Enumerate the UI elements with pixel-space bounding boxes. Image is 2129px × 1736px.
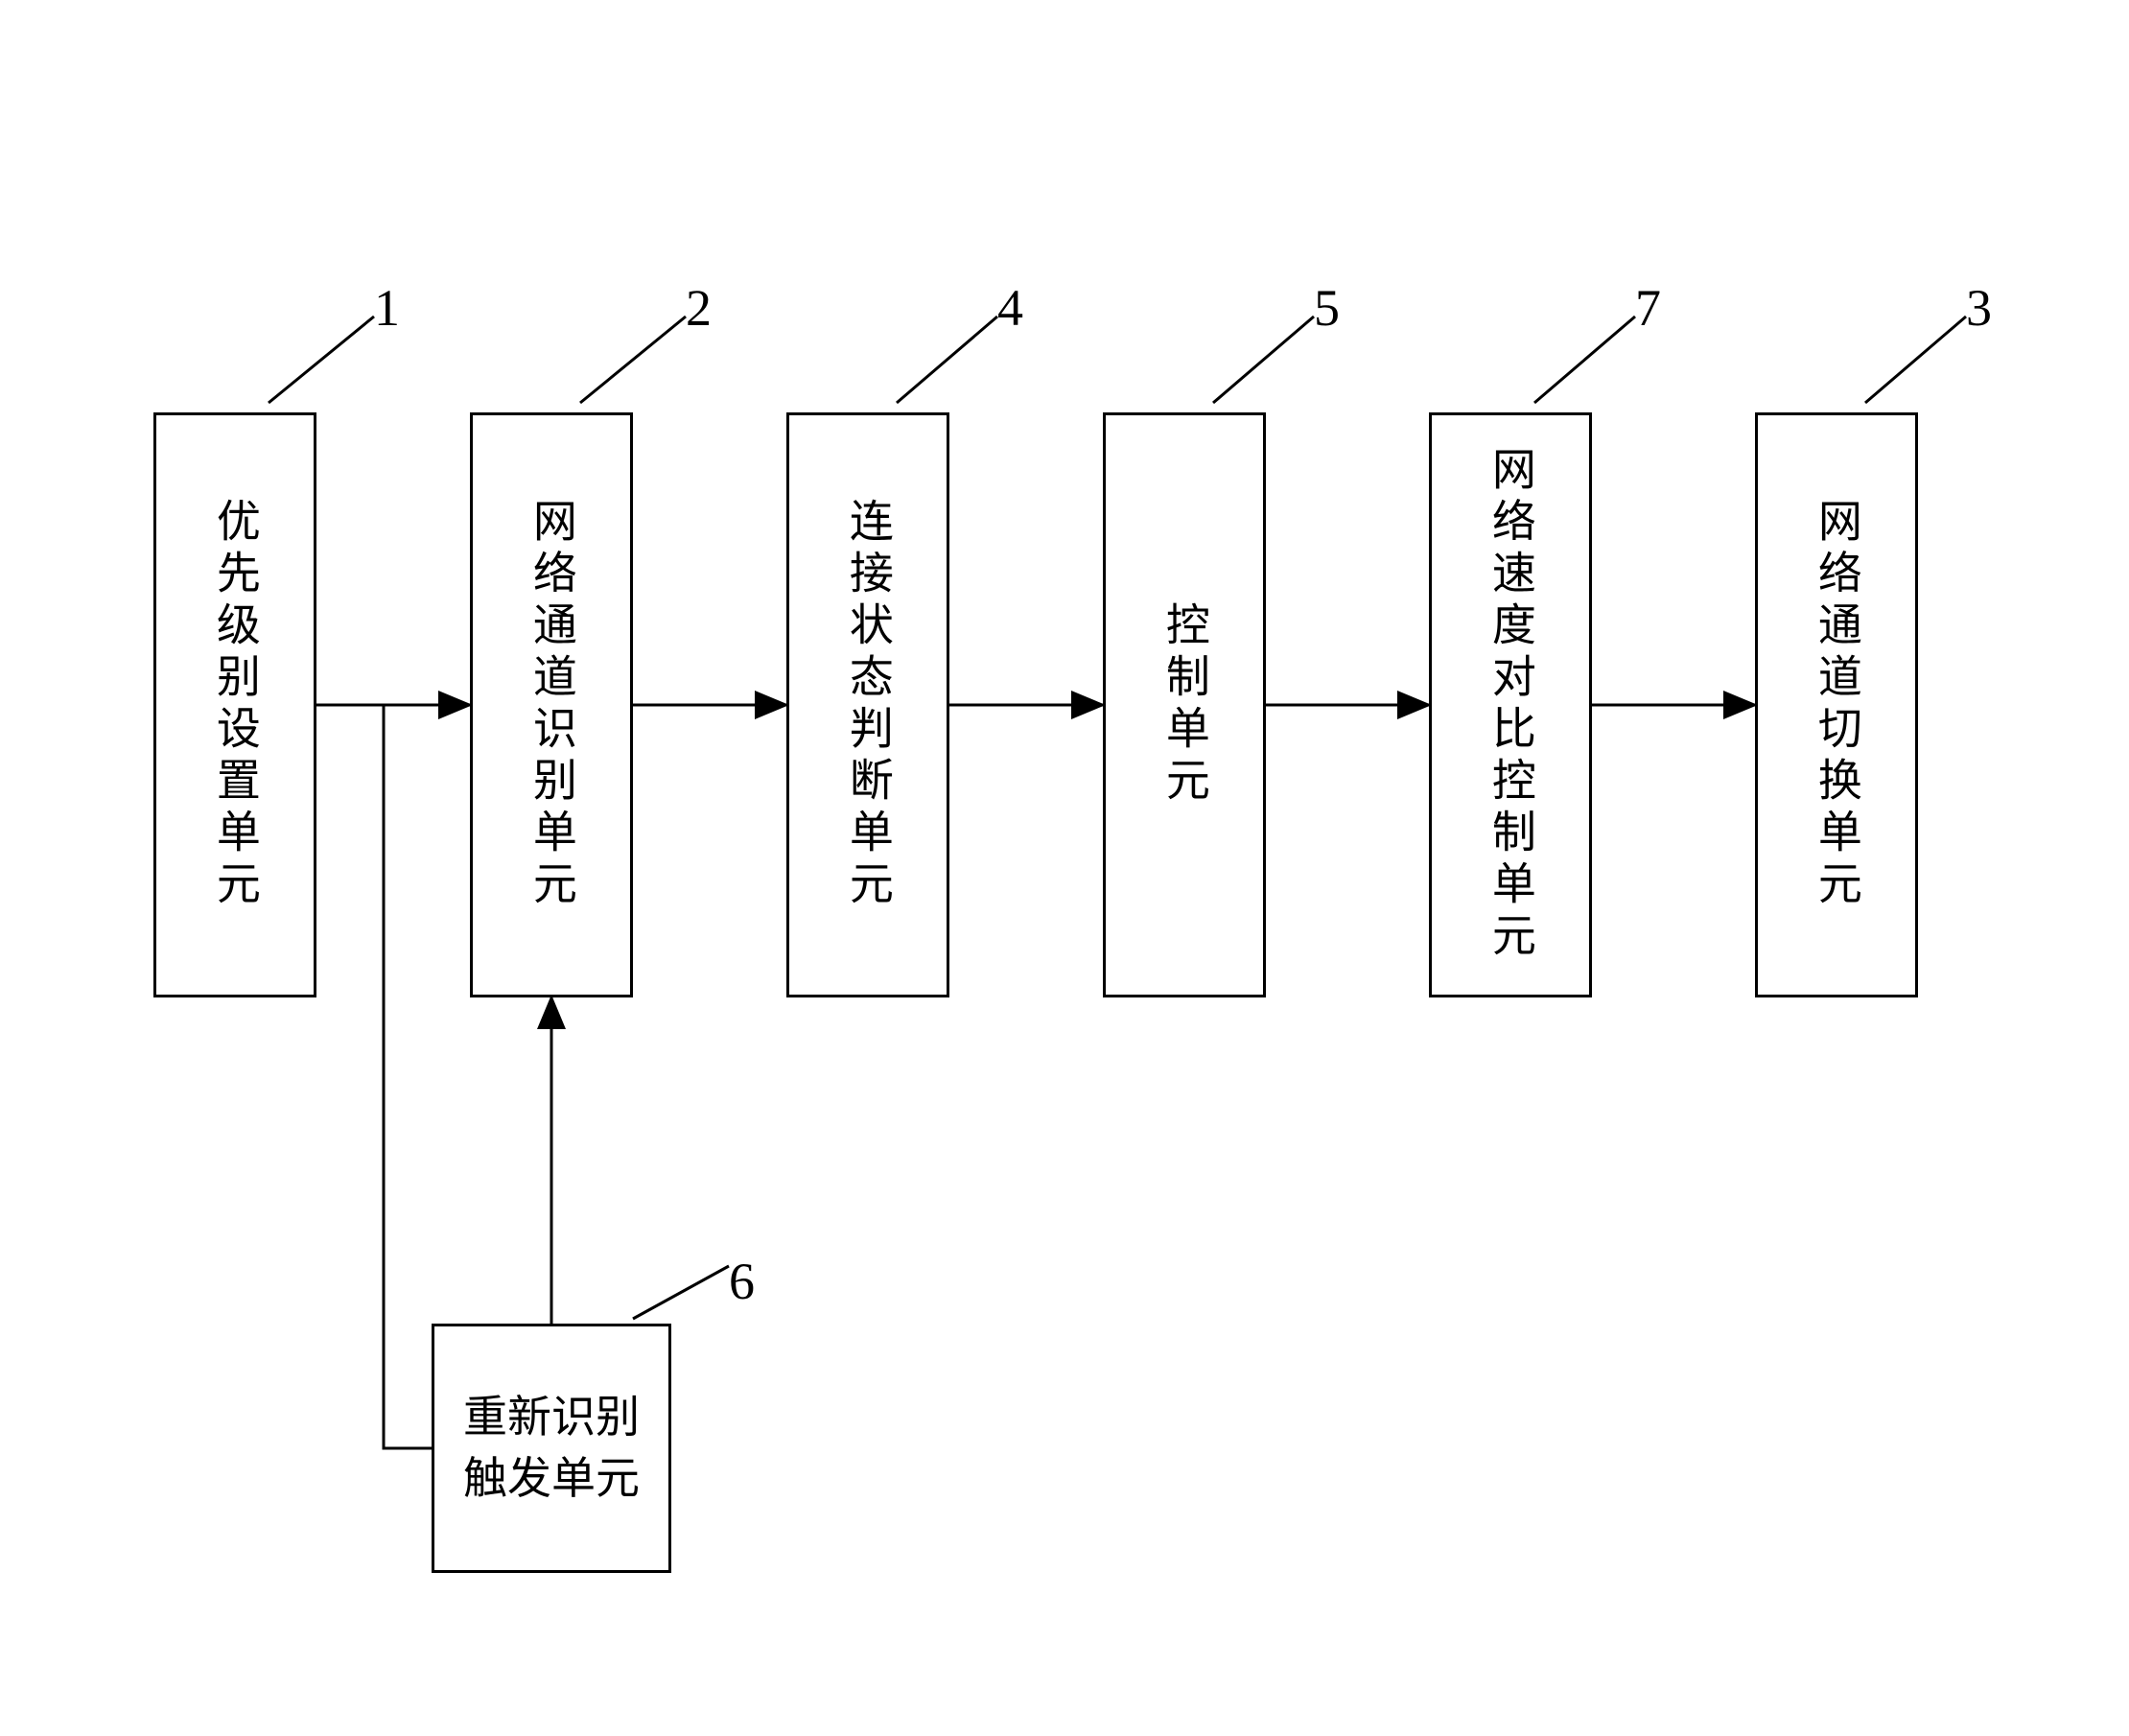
leader-n4 [897,317,997,403]
leader-n5 [1213,317,1314,403]
node-text-n2: 网络通道识别单元 [523,498,580,912]
node-n5: 控制单元 [1103,412,1266,997]
label-n6: 6 [729,1252,755,1311]
node-text-n1: 优先级别设置单元 [206,498,264,912]
node-text-n4: 连接状态判断单元 [839,498,897,912]
label-n7: 7 [1635,278,1661,338]
node-n2: 网络通道识别单元 [470,412,633,997]
label-n5: 5 [1314,278,1340,338]
node-n7: 网络速度对比控制单元 [1429,412,1592,997]
node-text-n7: 网络速度对比控制单元 [1482,446,1539,964]
diagram-canvas: 优先级别设置单元 网络通道识别单元 连接状态判断单元 控制单元 网络速度对比控制单元 网络… [0,0,2129,1736]
label-n3: 3 [1966,278,1992,338]
node-n6: 重新识别触发单元 [432,1324,671,1573]
label-n1: 1 [374,278,400,338]
node-n3: 网络通道切换单元 [1755,412,1918,997]
node-n1: 优先级别设置单元 [153,412,316,997]
leader-n6 [633,1266,729,1319]
node-text-n3: 网络通道切换单元 [1808,498,1865,912]
node-n4: 连接状态判断单元 [786,412,949,997]
leader-n7 [1534,317,1635,403]
label-n4: 4 [997,278,1023,338]
leader-n3 [1865,317,1966,403]
node-text-n6: 重新识别触发单元 [463,1387,640,1511]
edge-6 [384,705,432,1448]
leader-n2 [580,317,686,403]
label-n2: 2 [686,278,712,338]
node-text-n5: 控制单元 [1156,601,1213,809]
leader-n1 [269,317,374,403]
